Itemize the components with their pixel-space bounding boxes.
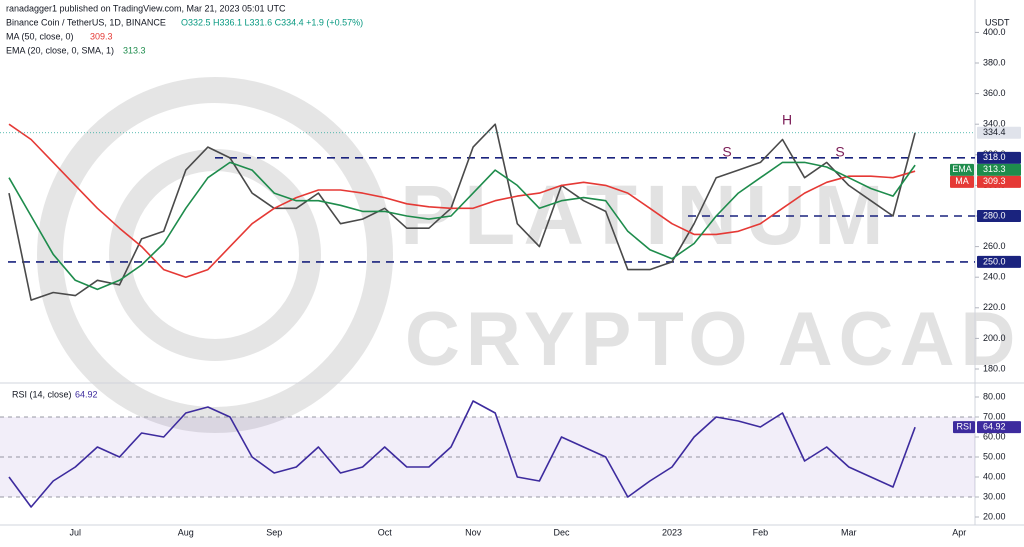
price-label: 250.0 xyxy=(983,256,1006,266)
x-tick-label: Oct xyxy=(378,527,393,537)
y-tick-label: 180.0 xyxy=(983,363,1006,373)
x-tick-label: Nov xyxy=(465,527,482,537)
y-tick-label: 20.00 xyxy=(983,511,1006,521)
watermark-text: CRYPTO ACADEMY xyxy=(405,297,1024,382)
y-tick-label: 360.0 xyxy=(983,88,1006,98)
y-tick-label: 30.00 xyxy=(983,491,1006,501)
price-label-box xyxy=(977,210,1021,222)
price-label: 280.0 xyxy=(983,210,1006,220)
rsi-line xyxy=(8,400,916,508)
price-line xyxy=(8,123,916,278)
watermark-logo xyxy=(109,149,321,361)
y-tick-label: 220.0 xyxy=(983,302,1006,312)
rsi-label-box xyxy=(977,421,1021,434)
y-tick-label: 240.0 xyxy=(983,272,1006,282)
price-label: 309.3 xyxy=(983,176,1006,186)
legend-ma: MA (50, close, 0) xyxy=(6,31,74,41)
publisher: ranadagger1 published on TradingView.com… xyxy=(6,3,286,13)
y-tick-label: 50.00 xyxy=(983,451,1006,461)
legend-ma-value: 309.3 xyxy=(90,31,113,41)
price-label-tag-box xyxy=(950,163,974,176)
rsi-tag-box xyxy=(953,421,975,434)
price-label: 318.0 xyxy=(983,152,1006,162)
y-tick-label: 200.0 xyxy=(983,333,1006,343)
price-line xyxy=(8,161,916,291)
y-tick-label: 340.0 xyxy=(983,119,1006,129)
price-label-tag: MA xyxy=(955,176,969,186)
y-tick-label: 260.0 xyxy=(983,241,1006,251)
price-label-box xyxy=(977,175,1021,188)
price-label-box xyxy=(977,126,1021,139)
rsi-tag: RSI xyxy=(956,422,971,432)
y-tick-label: 400.0 xyxy=(983,27,1006,37)
price-label-box xyxy=(977,255,1021,268)
unit: USDT xyxy=(985,17,1010,27)
pattern-label: S xyxy=(835,144,844,160)
y-tick-label: 40.00 xyxy=(983,471,1006,481)
ohlc: O332.5 H336.1 L331.6 C334.4 +1.9 (+0.57%… xyxy=(181,17,363,27)
price-label-box xyxy=(977,163,1021,176)
x-tick-label: Dec xyxy=(553,527,570,537)
rsi-label: 64.92 xyxy=(983,422,1006,432)
legend-ema: EMA (20, close, 0, SMA, 1) xyxy=(6,45,114,55)
pattern-label: H xyxy=(782,112,792,128)
watermark: PLATINUM CRYPTO ACADEMY xyxy=(37,77,1024,433)
y-tick-label: 60.00 xyxy=(983,431,1006,441)
x-tick-label: Feb xyxy=(753,527,769,537)
x-tick-label: 2023 xyxy=(662,527,682,537)
y-tick-label: 70.00 xyxy=(983,411,1006,421)
y-tick-label: 80.00 xyxy=(983,391,1006,401)
x-tick-label: Aug xyxy=(178,527,194,537)
legend-rsi: RSI (14, close) xyxy=(12,389,72,399)
price-label-tag-box xyxy=(950,175,974,188)
symbol: Binance Coin / TetherUS, 1D, BINANCE xyxy=(6,17,166,27)
price-label: 334.4 xyxy=(983,127,1006,137)
watermark-logo xyxy=(37,77,393,433)
price-label-box xyxy=(977,151,1021,164)
pattern-label: S xyxy=(722,144,731,160)
x-tick-label: Jul xyxy=(70,527,82,537)
legend-rsi-value: 64.92 xyxy=(75,389,98,399)
watermark-text: PLATINUM xyxy=(400,168,892,262)
x-tick-label: Sep xyxy=(266,527,282,537)
x-tick-label: Apr xyxy=(952,527,966,537)
legend-ema-value: 313.3 xyxy=(123,45,146,55)
price-label-tag: EMA xyxy=(952,164,972,174)
y-tick-label: 380.0 xyxy=(983,57,1006,67)
x-tick-label: Mar xyxy=(841,527,857,537)
price-label: 313.3 xyxy=(983,164,1006,174)
price-line xyxy=(8,123,916,301)
